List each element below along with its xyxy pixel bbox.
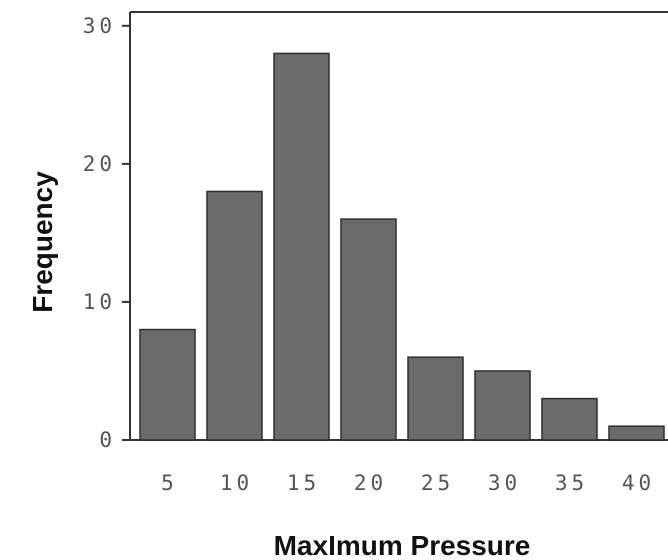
x-axis-ticks: 5 10 15 20 25 30 35 40 bbox=[161, 471, 655, 495]
bar-40 bbox=[608, 425, 665, 441]
x-tick-label: 30 bbox=[488, 471, 521, 495]
y-tick-label: 0 bbox=[99, 428, 116, 452]
bar-20 bbox=[340, 218, 397, 441]
bar-30 bbox=[474, 370, 531, 441]
bar-10 bbox=[206, 190, 263, 441]
bar-35 bbox=[541, 397, 598, 441]
bar-5 bbox=[139, 328, 196, 441]
x-tick-label: 25 bbox=[421, 471, 454, 495]
y-axis-ticks: 0 10 20 30 bbox=[83, 14, 130, 452]
y-axis-title: Frequency bbox=[27, 171, 58, 313]
bar-15 bbox=[273, 52, 330, 441]
y-tick-label: 10 bbox=[83, 290, 116, 314]
x-tick-label: 40 bbox=[622, 471, 655, 495]
y-tick-label: 20 bbox=[83, 152, 116, 176]
bars bbox=[139, 52, 665, 441]
x-tick-label: 15 bbox=[287, 471, 320, 495]
x-tick-label: 35 bbox=[555, 471, 588, 495]
y-tick-label: 30 bbox=[83, 14, 116, 38]
x-tick-label: 10 bbox=[220, 471, 253, 495]
x-tick-label: 20 bbox=[354, 471, 387, 495]
x-axis-title: MaxImum Pressure bbox=[274, 530, 531, 560]
x-tick-label: 5 bbox=[161, 471, 178, 495]
bar-25 bbox=[407, 356, 464, 441]
